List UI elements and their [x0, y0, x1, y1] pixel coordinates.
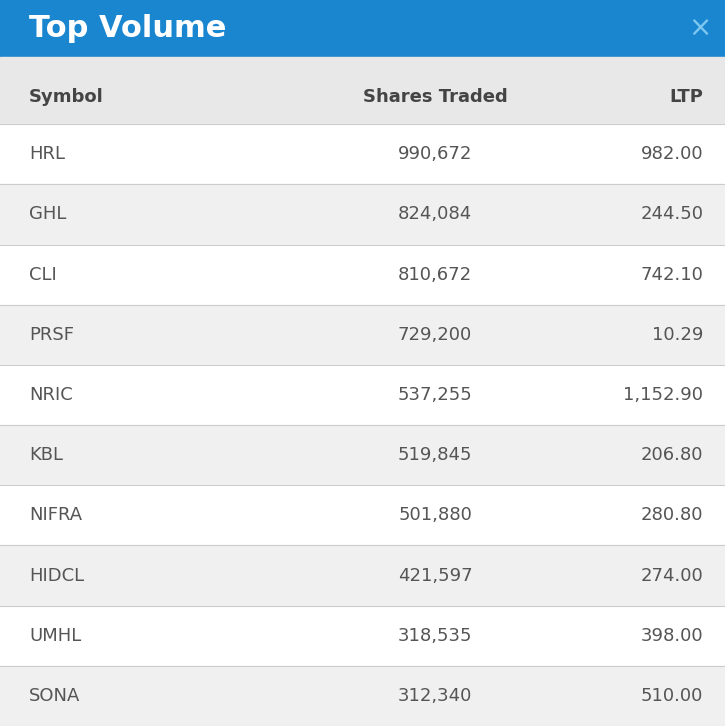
Text: 742.10: 742.10	[640, 266, 703, 284]
Text: 501,880: 501,880	[398, 506, 472, 524]
Text: 421,597: 421,597	[398, 566, 472, 584]
Text: CLI: CLI	[29, 266, 57, 284]
Text: 312,340: 312,340	[398, 687, 472, 705]
Text: NRIC: NRIC	[29, 386, 72, 404]
Text: 824,084: 824,084	[398, 205, 472, 224]
Text: Symbol: Symbol	[29, 88, 104, 106]
Text: ×: ×	[688, 15, 711, 42]
Text: Shares Traded: Shares Traded	[362, 88, 508, 106]
Text: 280.80: 280.80	[641, 506, 703, 524]
Text: 537,255: 537,255	[397, 386, 473, 404]
Text: 274.00: 274.00	[640, 566, 703, 584]
Bar	[0, 70, 725, 124]
Text: 519,845: 519,845	[398, 446, 472, 464]
Bar	[0, 666, 725, 726]
Text: LTP: LTP	[669, 88, 703, 106]
Text: 982.00: 982.00	[641, 145, 703, 163]
Text: HIDCL: HIDCL	[29, 566, 84, 584]
Text: 810,672: 810,672	[398, 266, 472, 284]
Text: PRSF: PRSF	[29, 326, 74, 344]
Text: 206.80: 206.80	[641, 446, 703, 464]
Bar	[0, 0, 725, 57]
Text: GHL: GHL	[29, 205, 67, 224]
Bar	[0, 365, 725, 425]
Text: 990,672: 990,672	[398, 145, 472, 163]
Text: UMHL: UMHL	[29, 627, 81, 645]
Text: KBL: KBL	[29, 446, 63, 464]
Bar	[0, 425, 725, 485]
Bar	[0, 245, 725, 305]
Text: 244.50: 244.50	[640, 205, 703, 224]
Text: NIFRA: NIFRA	[29, 506, 82, 524]
Text: 729,200: 729,200	[398, 326, 472, 344]
Bar	[0, 485, 725, 545]
Text: 510.00: 510.00	[641, 687, 703, 705]
Text: 318,535: 318,535	[398, 627, 472, 645]
Bar	[0, 184, 725, 245]
Bar	[0, 57, 725, 70]
Text: HRL: HRL	[29, 145, 65, 163]
Bar	[0, 124, 725, 184]
Bar	[0, 305, 725, 365]
Text: 398.00: 398.00	[641, 627, 703, 645]
Text: SONA: SONA	[29, 687, 80, 705]
Bar	[0, 545, 725, 605]
Text: 10.29: 10.29	[652, 326, 703, 344]
Text: Top Volume: Top Volume	[29, 14, 226, 43]
Text: 1,152.90: 1,152.90	[624, 386, 703, 404]
Bar	[0, 605, 725, 666]
